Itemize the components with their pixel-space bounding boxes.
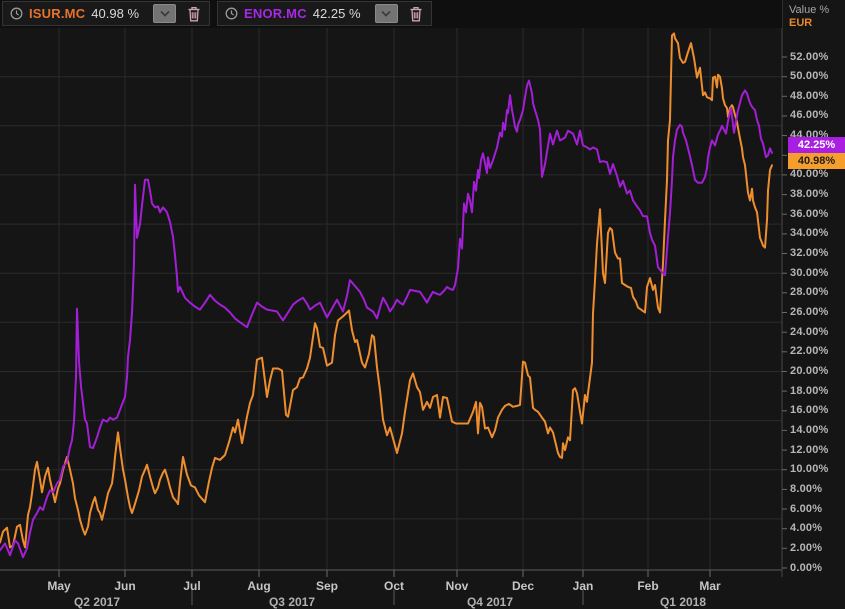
series-line-ISUR.MC[interactable] [0, 32, 773, 549]
chevron-down-icon[interactable] [374, 4, 398, 23]
chevron-down-icon[interactable] [153, 4, 176, 23]
y-axis-currency: EUR [789, 17, 813, 29]
last-value-badge-enor: 42.25% [788, 137, 845, 153]
y-tick-label: 48.00% [790, 89, 829, 102]
y-axis-title: Value % [789, 4, 830, 16]
y-tick-label: 0.00% [790, 561, 823, 574]
chart-toolbar: ISUR.MC 40.98 % ENOR.MC 42.25 % [0, 0, 782, 28]
x-month-label: May [47, 579, 71, 593]
y-tick-label: 50.00% [790, 70, 829, 83]
y-tick-label: 2.00% [790, 541, 823, 554]
y-tick-label: 4.00% [790, 522, 823, 535]
y-tick-label: 20.00% [790, 364, 829, 377]
ticker-symbol: ISUR.MC [29, 6, 86, 21]
trash-icon[interactable] [406, 4, 426, 23]
y-tick-label: 22.00% [790, 345, 829, 358]
y-tick-label: 28.00% [790, 286, 829, 299]
x-month-label: Jul [183, 579, 201, 593]
y-tick-label: 8.00% [790, 482, 823, 495]
y-tick-label: 12.00% [790, 443, 829, 456]
x-month-label: Dec [511, 579, 535, 593]
x-month-label: Mar [699, 579, 721, 593]
x-month-label: Feb [637, 579, 659, 593]
trash-icon[interactable] [184, 4, 204, 23]
clock-icon [10, 7, 23, 20]
series-line-ENOR.MC[interactable] [0, 79, 773, 559]
ticker-value: 42.25 % [312, 6, 361, 21]
x-quarter-label: Q4 2017 [466, 595, 514, 609]
y-tick-label: 6.00% [790, 502, 823, 515]
x-month-label: Jun [114, 579, 136, 593]
y-tick-label: 26.00% [790, 306, 829, 318]
legend-chip-isur[interactable]: ISUR.MC 40.98 % [2, 1, 210, 26]
y-tick-label: 18.00% [790, 384, 829, 397]
x-quarter-label: Q1 2018 [659, 595, 707, 609]
legend-chip-enor[interactable]: ENOR.MC 42.25 % [217, 1, 432, 26]
y-tick-label: 34.00% [790, 227, 829, 240]
y-tick-label: 24.00% [790, 325, 829, 338]
x-month-label: Nov [445, 579, 469, 593]
y-tick-label: 14.00% [790, 423, 829, 436]
y-tick-label: 32.00% [790, 247, 829, 260]
x-month-label: Oct [383, 579, 405, 593]
y-tick-label: 46.00% [790, 109, 829, 122]
y-tick-label: 52.00% [790, 50, 829, 63]
x-quarter-label: Q2 2017 [73, 595, 121, 609]
x-month-label: Jan [572, 579, 594, 593]
y-tick-label: 30.00% [790, 266, 829, 279]
clock-icon [225, 7, 238, 20]
ticker-symbol: ENOR.MC [244, 6, 307, 21]
ticker-value: 40.98 % [91, 6, 139, 21]
y-tick-label: 10.00% [790, 463, 829, 476]
x-month-label: Aug [247, 579, 271, 593]
last-value-badge-isur: 40.98% [788, 153, 845, 169]
y-tick-label: 38.00% [790, 188, 829, 201]
y-tick-label: 36.00% [790, 207, 829, 220]
x-month-label: Sep [315, 579, 339, 593]
y-tick-label: 16.00% [790, 404, 829, 417]
x-quarter-label: Q3 2017 [268, 595, 316, 609]
y-tick-label: 40.00% [790, 168, 829, 181]
